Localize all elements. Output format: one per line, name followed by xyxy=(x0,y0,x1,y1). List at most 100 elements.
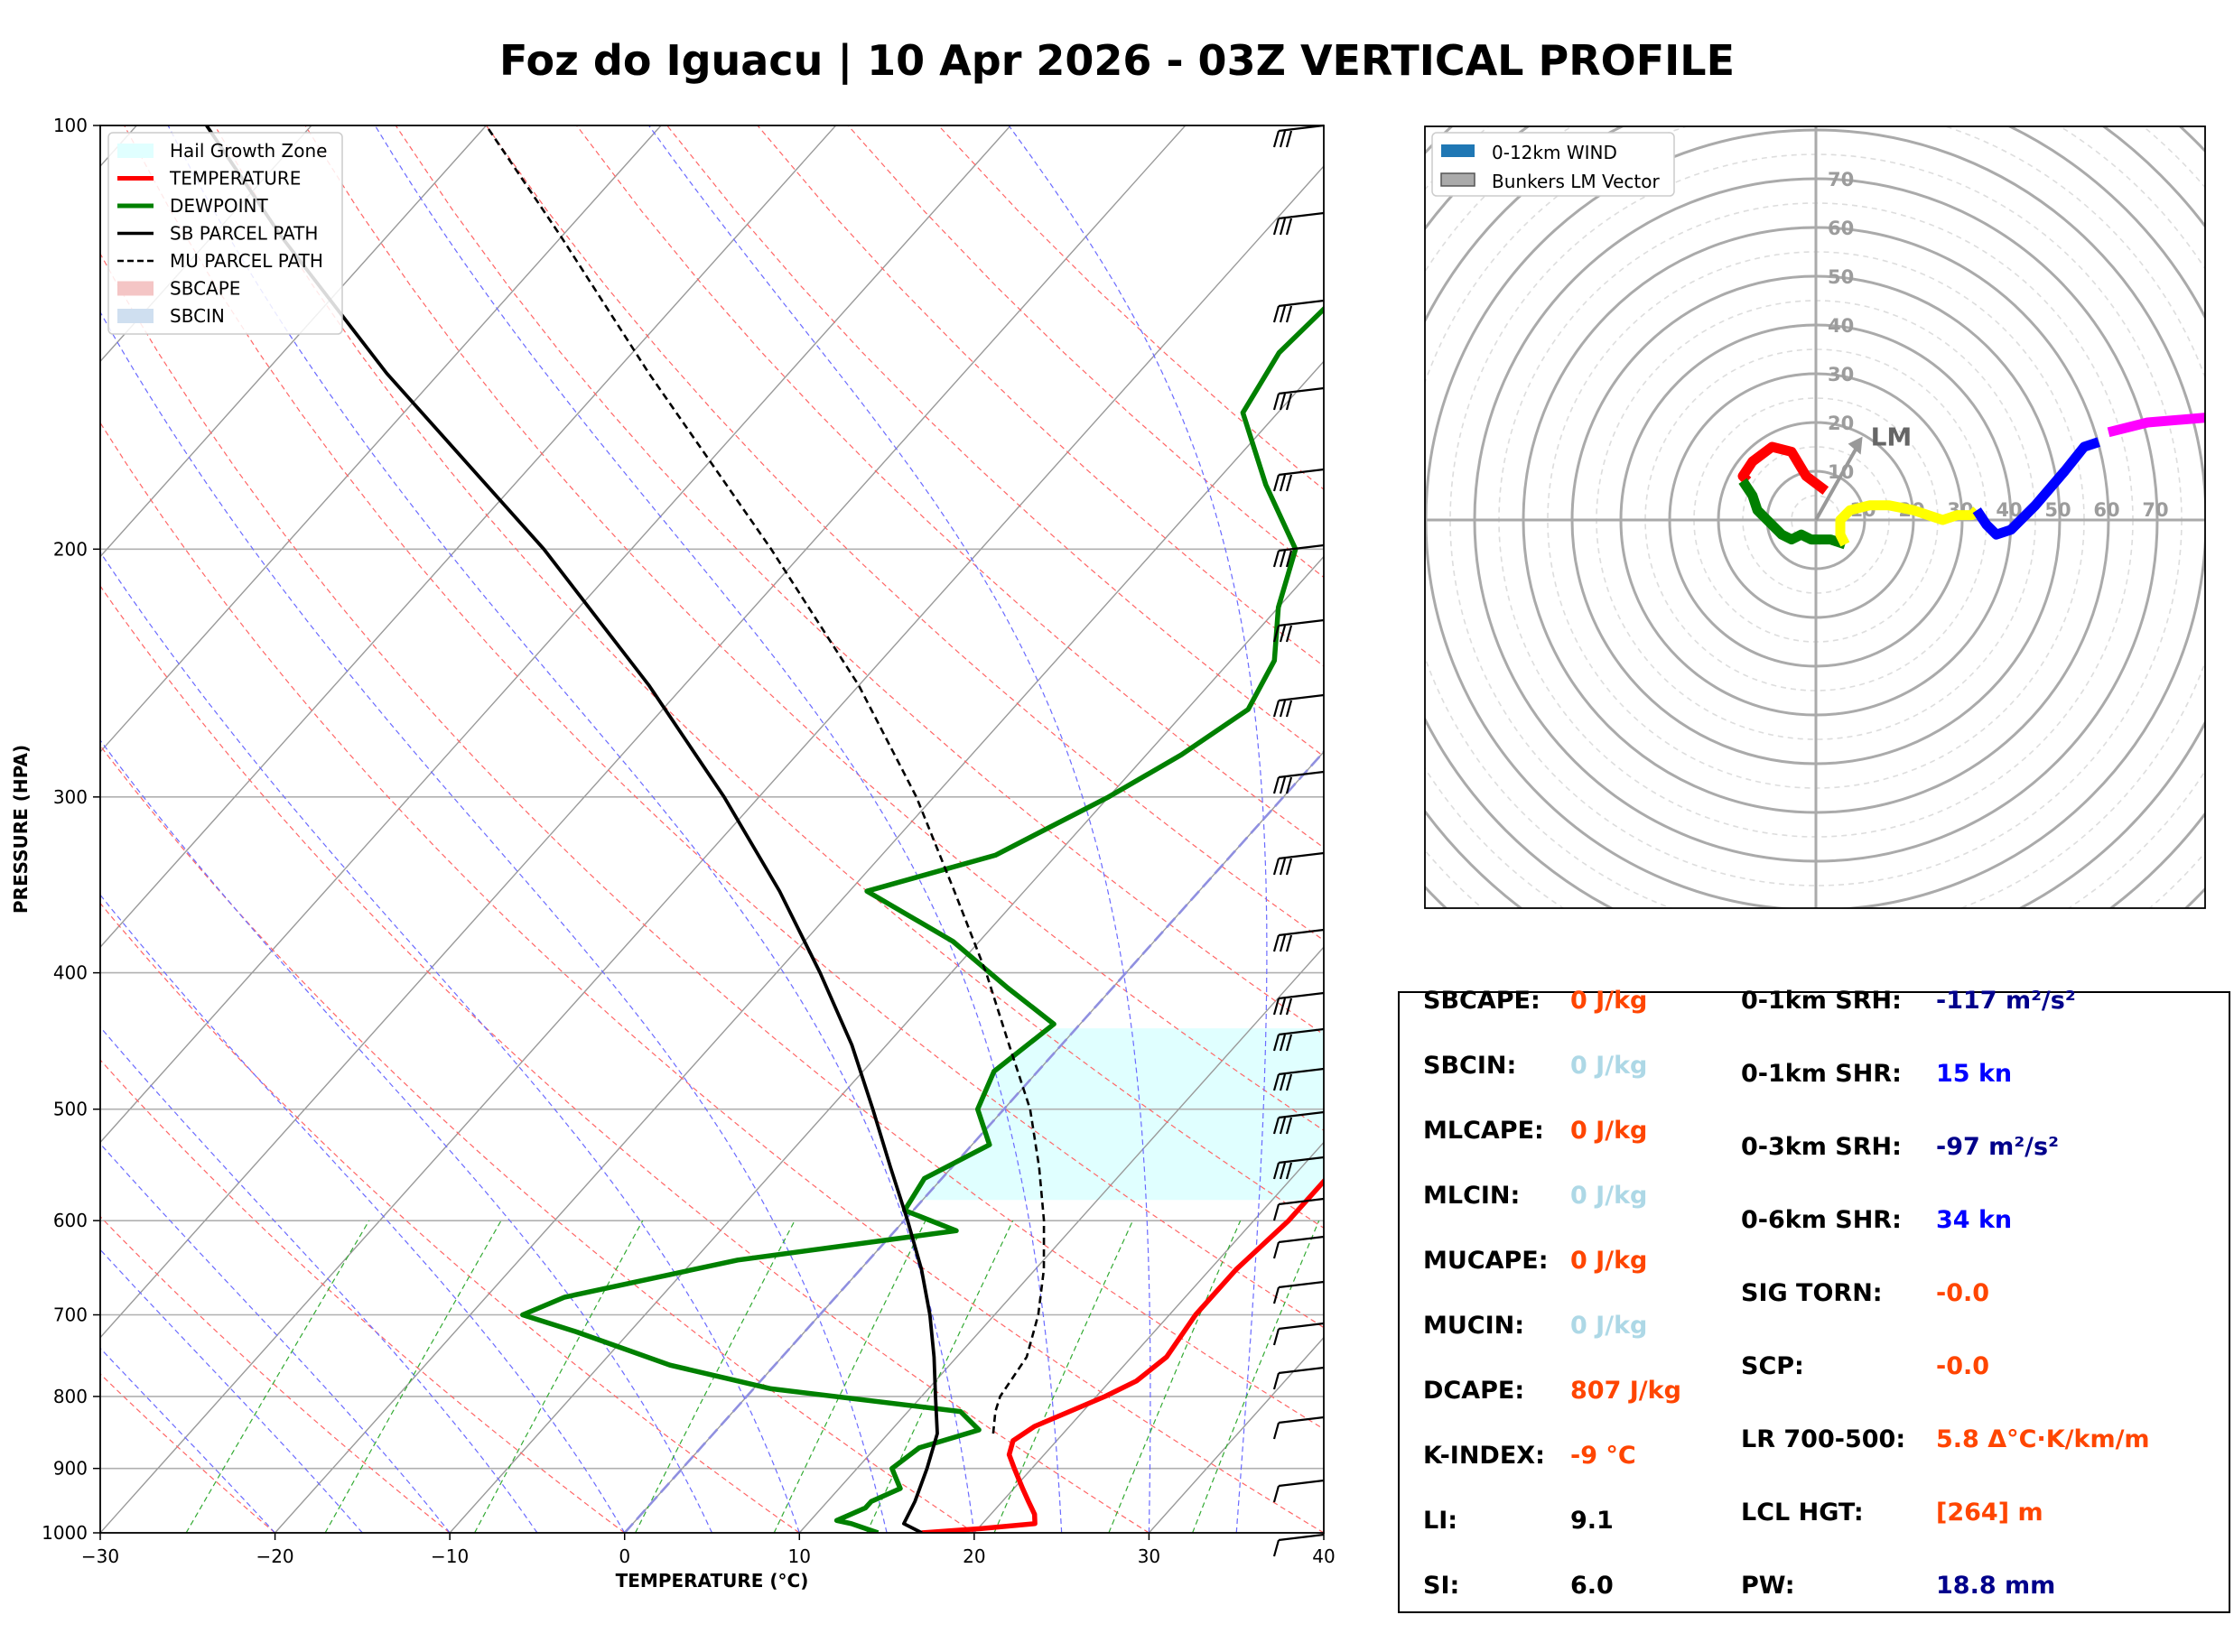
stat-label: 0-3km SRH: xyxy=(1741,1133,1902,1161)
y-tick-label: 700 xyxy=(53,1304,88,1326)
y-tick-label: 800 xyxy=(53,1386,88,1407)
legend-label: 0-12km WIND xyxy=(1492,142,1617,163)
dewpoint-line xyxy=(520,305,1324,1533)
hodograph-trace xyxy=(1737,441,1829,495)
wind-barb xyxy=(1272,211,1325,236)
hodograph-legend: 0-12km WIND Bunkers LM Vector xyxy=(1431,132,1675,197)
hodograph-trace xyxy=(1972,437,2100,540)
stat-value: 0 J/kg xyxy=(1570,1247,1648,1275)
wind-barb xyxy=(1272,928,1325,952)
y-tick-label: 600 xyxy=(53,1210,88,1231)
hodograph-ring xyxy=(1182,0,2234,1154)
temperature-line xyxy=(921,1177,1324,1533)
stat-value: 807 J/kg xyxy=(1570,1377,1681,1405)
dry-adiabat xyxy=(214,125,1324,1230)
stat-value: 0 J/kg xyxy=(1570,1117,1648,1145)
skew-t-legend: Hail Growth Zone TEMPERATURE DEWPOINT SB PA… xyxy=(107,132,343,335)
wind-barb xyxy=(1272,543,1325,568)
y-tick-label: 500 xyxy=(53,1099,88,1120)
mixing-ratio-line xyxy=(635,1220,796,1533)
legend-swatch xyxy=(117,144,154,158)
x-tick-label: −20 xyxy=(256,1545,293,1567)
legend-label: SB PARCEL PATH xyxy=(170,223,318,245)
wind-barb xyxy=(1272,386,1325,411)
stat-label: LCL HGT: xyxy=(1741,1499,1864,1527)
wind-barb xyxy=(1272,1197,1325,1221)
legend-label: DEWPOINT xyxy=(170,195,268,217)
legend-swatch xyxy=(1441,144,1475,157)
legend-label: TEMPERATURE xyxy=(169,168,301,190)
legend-box xyxy=(107,132,343,335)
wind-barb xyxy=(1272,1067,1325,1091)
hodograph-frame xyxy=(1424,125,2206,909)
legend-swatch xyxy=(117,309,154,323)
stat-label: LI: xyxy=(1423,1507,1458,1535)
isotherm-line xyxy=(100,125,487,558)
dry-adiabat xyxy=(100,1373,275,1533)
skew-t-background xyxy=(100,125,1324,1533)
stat-value: 18.8 mm xyxy=(1936,1572,2056,1600)
ring-label-vertical: 30 xyxy=(1828,364,1854,385)
stat-label: 0-6km SHR: xyxy=(1741,1206,1902,1234)
mixing-ratio-line xyxy=(993,1220,1134,1533)
hodograph-trace xyxy=(1835,500,1981,547)
mixing-ratio-line xyxy=(474,1220,644,1533)
dry-adiabat xyxy=(485,125,1324,942)
stat-label: SCP: xyxy=(1741,1352,1804,1380)
skew-t-frame xyxy=(99,125,1325,1534)
hodograph: 1010202030304040505060607070LM xyxy=(1182,0,2234,1154)
legend-label: SBCIN xyxy=(170,305,225,327)
y-tick-label: 400 xyxy=(53,962,88,984)
mixing-ratio-line xyxy=(1108,1220,1242,1533)
wind-barb xyxy=(1272,851,1325,876)
stat-value: 0 J/kg xyxy=(1570,1052,1648,1080)
x-tick-label: −30 xyxy=(81,1545,119,1567)
moist-adiabat xyxy=(100,311,888,1533)
wind-barb xyxy=(1272,1110,1325,1135)
ring-label-vertical: 50 xyxy=(1828,266,1854,288)
x-tick-label: −10 xyxy=(431,1545,469,1567)
lm-label: LM xyxy=(1871,422,1913,452)
moist-adiabat xyxy=(100,1026,538,1533)
y-tick-label: 200 xyxy=(53,538,88,560)
wind-barb xyxy=(1272,693,1325,718)
x-axis-label: TEMPERATURE (°C) xyxy=(616,1570,809,1592)
hail-growth-zone xyxy=(911,1028,1324,1201)
stat-label: 0-1km SRH: xyxy=(1741,987,1902,1015)
ring-label-vertical: 60 xyxy=(1828,218,1854,239)
stat-value: 0 J/kg xyxy=(1570,1182,1648,1210)
ring-label-vertical: 40 xyxy=(1828,315,1854,337)
stat-label: 0-1km SHR: xyxy=(1741,1060,1902,1088)
mixing-ratio-line xyxy=(773,1220,926,1533)
wind-barb xyxy=(1272,770,1325,794)
isotherm-line xyxy=(798,946,1324,1533)
legend-swatch xyxy=(1440,172,1475,187)
isotherm-line xyxy=(100,164,1324,1533)
y-tick-label: 1000 xyxy=(42,1522,88,1544)
wind-barb xyxy=(1272,991,1325,1016)
stat-value: -97 m²/s² xyxy=(1936,1133,2059,1161)
wind-barb xyxy=(1272,468,1325,492)
legend-label: Bunkers LM Vector xyxy=(1492,171,1661,192)
stat-label: DCAPE: xyxy=(1423,1377,1525,1405)
moist-adiabat xyxy=(100,738,713,1533)
x-tick-label: 10 xyxy=(788,1545,811,1567)
y-axis-label: PRESSURE (HPA) xyxy=(10,745,32,914)
stat-value: 34 kn xyxy=(1936,1206,2013,1234)
isotherm-line xyxy=(275,360,1324,1533)
moist-adiabat xyxy=(1008,125,1268,1533)
x-tick-label: 30 xyxy=(1138,1545,1160,1567)
moist-adiabat xyxy=(100,551,800,1533)
y-tick-label: 100 xyxy=(53,115,88,136)
isotherm-line xyxy=(100,125,312,363)
mixing-ratio-line xyxy=(324,1220,502,1533)
isotherm-line xyxy=(100,125,662,753)
bunkers-lm-arrowhead xyxy=(1848,436,1863,455)
stat-value: -117 m²/s² xyxy=(1936,987,2076,1015)
wind-barb xyxy=(1272,1366,1325,1390)
dry-adiabat xyxy=(100,585,1150,1533)
ring-label-horizontal: 50 xyxy=(2044,499,2071,521)
moist-adiabat xyxy=(374,125,1063,1533)
chart-title: Foz do Iguacu | 10 Apr 2026 - 03Z VERTIC… xyxy=(498,36,1736,85)
